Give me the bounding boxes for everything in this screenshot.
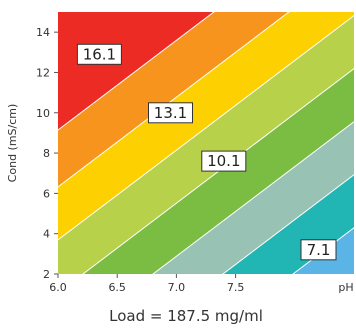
contour-line <box>222 174 354 274</box>
x-tick-label: 7.5 <box>227 281 245 294</box>
contour-label-text: 7.1 <box>307 241 331 259</box>
chart-caption: Load = 187.5 mg/ml <box>109 307 263 325</box>
contour-line <box>58 15 354 241</box>
contour-label: 10.1 <box>201 150 247 172</box>
y-tick-label: 6 <box>43 187 50 200</box>
contour-line <box>292 227 354 274</box>
contour-line <box>58 12 290 188</box>
contour-label-box <box>76 43 122 65</box>
contour-label-box <box>201 150 247 172</box>
y-tick-label: 12 <box>36 66 50 79</box>
x-axis-title: pH <box>338 281 353 294</box>
contour-label: 13.1 <box>148 102 193 124</box>
y-tick-label: 10 <box>36 107 50 120</box>
contour-lines <box>58 12 354 274</box>
contour-line <box>58 12 215 131</box>
contour-line <box>82 68 354 274</box>
contour-label-text: 10.1 <box>207 152 240 170</box>
y-tick-label: 8 <box>43 147 50 160</box>
y-tick-label: 4 <box>43 228 50 241</box>
contour-labels: 16.1 13.1 10.1 7.1 <box>76 43 337 261</box>
contour-label-box <box>148 102 193 124</box>
y-axis-title: Cond (mS/cm) <box>6 104 19 183</box>
contour-band <box>58 15 354 274</box>
contour-bands <box>58 12 354 274</box>
y-tick-label: 14 <box>36 26 50 39</box>
x-axis: 6.0 6.5 7.0 7.5 pH <box>49 274 354 294</box>
contour-line <box>152 121 354 274</box>
y-axis: 2 4 6 8 10 12 14 <box>36 26 58 281</box>
x-tick-label: 6.5 <box>108 281 126 294</box>
contour-band <box>58 12 354 240</box>
contour-label: 7.1 <box>300 239 337 261</box>
contour-label: 16.1 <box>76 43 122 65</box>
contour-label-text: 16.1 <box>83 45 116 63</box>
y-tick-label: 2 <box>43 268 50 281</box>
contour-label-text: 13.1 <box>154 104 187 122</box>
x-tick-label: 7.0 <box>168 281 186 294</box>
plot-area <box>58 12 354 274</box>
contour-label-box <box>300 239 337 261</box>
x-tick-label: 6.0 <box>49 281 67 294</box>
